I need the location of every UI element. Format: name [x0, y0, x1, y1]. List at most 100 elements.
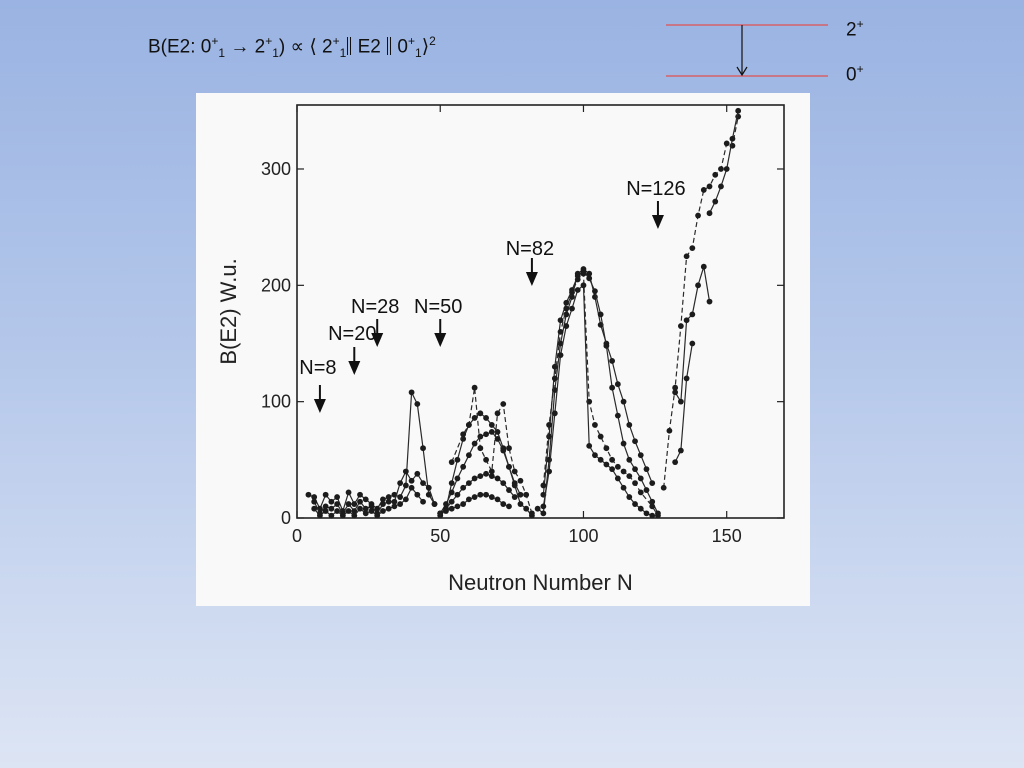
data-point: [660, 484, 667, 491]
y-tick-label: 200: [261, 275, 291, 295]
level-lower-parity: +: [856, 62, 864, 76]
data-point: [443, 508, 449, 514]
data-point: [483, 431, 489, 438]
series-layer: [305, 107, 742, 519]
data-point: [500, 447, 507, 454]
data-point: [460, 484, 467, 491]
data-point: [305, 491, 312, 498]
be2-formula: B(E2: 0+1 → 2+1) ∝ ⟨ 2+1 E2 0+1⟩2: [148, 34, 436, 60]
y-axis-ticks: 0 100 200 300: [261, 159, 784, 528]
data-point: [420, 498, 426, 505]
data-point: [614, 475, 621, 482]
data-point: [626, 456, 633, 463]
data-point: [334, 494, 341, 500]
formula-bar-2: [350, 37, 352, 56]
data-point: [551, 375, 558, 382]
data-point: [632, 501, 638, 507]
data-point: [465, 496, 472, 503]
data-point: [712, 171, 719, 178]
data-point: [431, 501, 438, 507]
data-point: [580, 270, 587, 277]
data-point: [586, 442, 593, 449]
formula-sub-2: 1: [272, 46, 279, 61]
data-point: [620, 484, 627, 491]
annotation-layer: N=8 N=20 N=28 N=50 N=82 N=126: [299, 178, 686, 413]
data-point: [506, 487, 512, 493]
data-point: [345, 489, 352, 496]
data-point: [488, 468, 495, 475]
data-point: [317, 512, 323, 519]
data-point: [706, 210, 713, 217]
data-point: [506, 463, 512, 470]
data-point: [632, 438, 638, 445]
formula-bar-3: [387, 37, 389, 56]
data-point: [483, 470, 489, 477]
data-point: [454, 475, 461, 482]
data-point: [735, 107, 742, 114]
data-point: [609, 466, 616, 473]
data-point: [443, 501, 449, 507]
level-scheme-diagram: [666, 24, 828, 77]
data-point: [700, 263, 707, 270]
magic-number-arrow-head: [434, 333, 447, 347]
data-point: [614, 412, 621, 419]
data-point: [643, 466, 650, 473]
formula-power: 2: [429, 34, 436, 48]
data-point: [322, 491, 329, 498]
data-point: [374, 512, 381, 519]
data-point: [454, 503, 461, 510]
data-point: [672, 384, 679, 391]
data-point: [477, 445, 484, 452]
data-point: [683, 253, 690, 260]
formula-sup-4: +: [408, 34, 416, 48]
data-point: [397, 501, 404, 507]
data-point: [483, 491, 489, 498]
data-point: [448, 498, 455, 505]
data-point: [683, 375, 690, 382]
data-point: [706, 183, 713, 190]
data-point: [551, 410, 558, 417]
data-point: [546, 468, 552, 475]
data-point: [632, 466, 638, 473]
data-point: [414, 491, 421, 498]
series-line: [313, 470, 436, 515]
formula-prefix: B(E2: 0: [148, 36, 212, 58]
data-point: [425, 484, 432, 491]
data-point: [488, 473, 495, 480]
data-point: [695, 282, 701, 289]
data-point: [637, 505, 644, 512]
data-point: [351, 508, 358, 514]
data-point: [592, 422, 598, 428]
data-point: [643, 487, 650, 493]
data-point: [677, 323, 684, 329]
data-point: [334, 508, 341, 514]
data-point: [448, 459, 455, 466]
data-point: [557, 317, 564, 324]
level-lower-spin: 0: [846, 64, 857, 86]
series-line: [663, 116, 739, 488]
data-point: [540, 503, 547, 510]
data-point: [706, 298, 713, 305]
data-point: [563, 305, 570, 312]
data-point: [397, 480, 404, 486]
data-point: [511, 468, 518, 475]
formula-mid: ) ∝ ⟨ 2: [278, 36, 333, 58]
data-point: [420, 480, 426, 486]
data-point: [362, 496, 369, 503]
x-axis-ticks: 0 50 100 150: [292, 105, 742, 546]
data-point: [689, 245, 696, 251]
data-point: [609, 358, 616, 364]
data-point: [351, 512, 358, 519]
data-point: [339, 512, 346, 519]
level-upper-spin: 2: [846, 19, 857, 41]
data-point: [328, 512, 335, 519]
series-line: [708, 110, 739, 214]
data-point: [609, 456, 616, 463]
data-point: [362, 510, 369, 517]
data-point: [380, 501, 386, 507]
data-point: [574, 287, 581, 293]
data-point: [488, 422, 495, 428]
data-point: [471, 384, 478, 391]
data-point: [569, 289, 575, 296]
data-point: [465, 422, 472, 428]
